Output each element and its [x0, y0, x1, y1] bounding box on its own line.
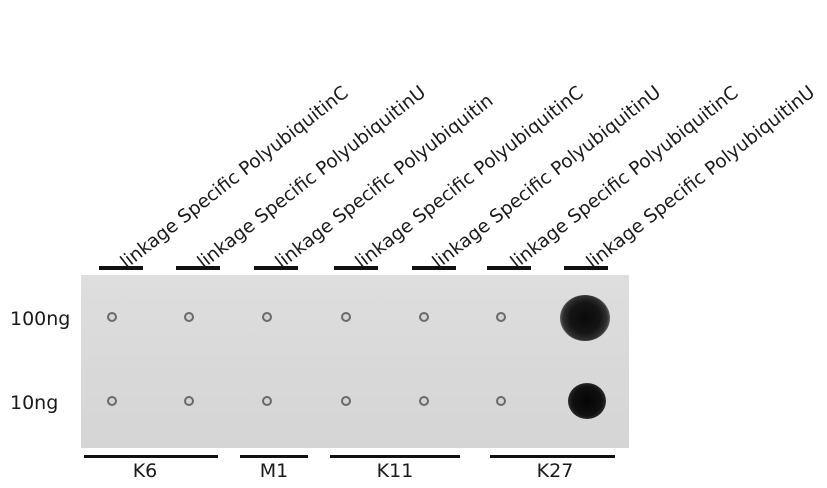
spot: [262, 312, 272, 322]
group-label-k27: K27: [536, 460, 574, 482]
lane-bar: [564, 266, 608, 270]
group-bar-m1: [240, 455, 308, 458]
spot: [341, 396, 351, 406]
positive-spot-10ng: [568, 383, 606, 419]
spot: [419, 312, 429, 322]
spot: [419, 396, 429, 406]
group-bar-k6: [84, 455, 218, 458]
spot: [341, 312, 351, 322]
spot: [262, 396, 272, 406]
spot: [496, 312, 506, 322]
lane-bar: [99, 266, 143, 270]
spot: [184, 312, 194, 322]
lane-bar: [176, 266, 220, 270]
spot: [184, 396, 194, 406]
group-bar-k11: [330, 455, 460, 458]
group-bar-k27: [490, 455, 615, 458]
lane-bar: [487, 266, 531, 270]
lane-bar: [334, 266, 378, 270]
spot: [107, 396, 117, 406]
dot-blot-membrane: [81, 275, 629, 448]
group-label-m1: M1: [259, 460, 289, 482]
spot: [496, 396, 506, 406]
row-label-100ng: 100ng: [10, 308, 71, 330]
lane-bar: [254, 266, 298, 270]
spot: [107, 312, 117, 322]
lane-bar: [412, 266, 456, 270]
group-label-k11: K11: [376, 460, 414, 482]
positive-spot-100ng: [560, 295, 610, 341]
group-label-k6: K6: [132, 460, 158, 482]
row-label-10ng: 10ng: [10, 392, 59, 414]
